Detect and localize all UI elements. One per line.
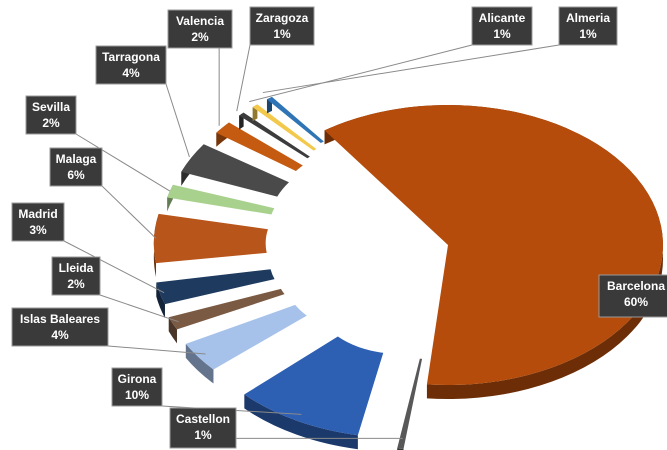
data-label-box-lleida (51, 256, 101, 296)
data-label-category-madrid: Madrid (18, 207, 57, 221)
data-label-percent-madrid: 3% (29, 223, 47, 237)
data-label-box-almeria (558, 6, 618, 46)
slice-top-islas-baleares (185, 304, 307, 370)
pie-slice-castellon (397, 358, 423, 450)
data-label-box-malaga (49, 147, 103, 187)
data-label-box-madrid (11, 202, 65, 242)
data-label-category-zaragoza: Zaragoza (256, 11, 309, 25)
data-label-category-islas-baleares: Islas Baleares (20, 312, 100, 326)
slice-side-madrid (156, 282, 165, 319)
data-label-box-islas-baleares (11, 307, 109, 347)
pie-slice-zaragoza (239, 112, 310, 159)
leader-line-islas-baleares (107, 345, 206, 355)
data-label-box-barcelona (598, 274, 667, 318)
pie-slice-islas-baleares (185, 304, 307, 384)
data-label-box-girona (111, 367, 163, 407)
leader-line-alicante (249, 44, 473, 103)
data-label-category-alicante: Alicante (479, 11, 526, 25)
slice-side-girona (244, 394, 358, 450)
data-label-category-malaga: Malaga (56, 152, 97, 166)
data-label-percent-girona: 10% (125, 388, 149, 402)
data-label-percent-valencia: 2% (191, 30, 209, 44)
slice-top-almeria (266, 96, 324, 144)
data-label-category-almeria: Almeria (566, 11, 610, 25)
data-label-box-alicante (471, 6, 533, 46)
data-label-percent-tarragona: 4% (122, 66, 140, 80)
pie-slice-sevilla (167, 184, 275, 215)
data-label-percent-almeria: 1% (579, 27, 597, 41)
pie-slice-tarragona (181, 144, 289, 197)
pie-slice-madrid (156, 269, 275, 319)
data-label-percent-lleida: 2% (67, 277, 85, 291)
slice-top-lleida (168, 288, 285, 330)
pie-slice-alicante (252, 104, 317, 151)
data-label-percent-castellon: 1% (194, 428, 212, 442)
pie-slice-malaga (153, 213, 268, 278)
slice-top-malaga (153, 213, 268, 264)
data-label-category-sevilla: Sevilla (32, 100, 70, 114)
leader-line-zaragoza (236, 44, 251, 112)
slice-top-barcelona (324, 105, 663, 386)
data-label-percent-malaga: 6% (67, 168, 85, 182)
slice-side-lleida (168, 317, 177, 344)
data-label-box-zaragoza (249, 6, 315, 46)
leader-line-lleida (99, 294, 179, 323)
leader-line-tarragona (165, 83, 190, 158)
pie-slice-lleida (168, 288, 285, 344)
slice-top-madrid (156, 269, 275, 305)
data-label-category-girona: Girona (118, 372, 157, 386)
slice-top-tarragona (181, 144, 289, 197)
data-label-category-castellon: Castellon (176, 412, 230, 426)
leader-line-almeria (262, 44, 560, 94)
data-label-box-valencia (167, 9, 233, 49)
slice-side-islas-baleares (185, 343, 214, 384)
pie-slice-almeria (266, 96, 324, 144)
leader-line-madrid (63, 240, 165, 294)
data-label-box-castellon (169, 407, 237, 449)
data-label-box-tarragona (95, 45, 167, 85)
pie-slice-girona (244, 336, 384, 450)
slice-top-girona (244, 336, 384, 436)
data-label-percent-barcelona: 60% (624, 295, 648, 309)
leader-line-malaga (101, 185, 157, 239)
leader-line-sevilla (75, 133, 171, 192)
slice-top-sevilla (167, 184, 275, 215)
slice-top-zaragoza (239, 112, 310, 159)
data-label-category-tarragona: Tarragona (102, 50, 160, 64)
data-labels: Barcelona 60% Castellon 1% Girona 10% Islas Ba… (11, 6, 667, 449)
pie-slices (153, 96, 664, 450)
data-label-percent-zaragoza: 1% (273, 27, 291, 41)
data-label-percent-sevilla: 2% (42, 116, 60, 130)
leader-lines (63, 44, 560, 439)
data-label-category-barcelona: Barcelona (607, 279, 665, 293)
slice-top-castellon (397, 358, 423, 450)
data-label-category-valencia: Valencia (176, 14, 224, 28)
slice-top-alicante (252, 104, 317, 151)
data-label-percent-islas-baleares: 4% (51, 328, 69, 342)
slice-top-valencia (216, 122, 303, 172)
pie-slice-valencia (216, 122, 303, 172)
data-label-box-sevilla (25, 95, 77, 135)
data-label-percent-alicante: 1% (493, 27, 511, 41)
data-label-category-lleida: Lleida (59, 261, 94, 275)
pie-slice-barcelona (324, 105, 664, 400)
